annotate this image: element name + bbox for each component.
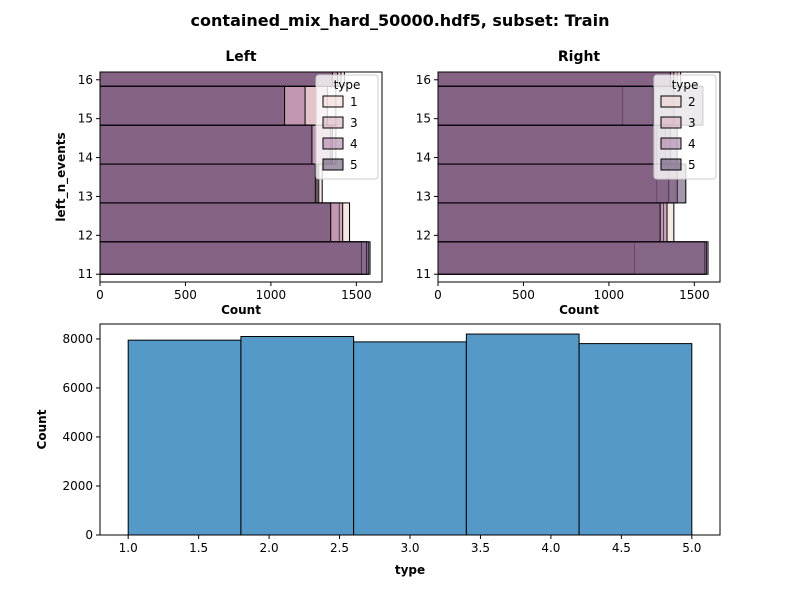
type-xlabel: type [395,563,425,577]
left-xtick-label: 1500 [341,288,372,302]
type-xtick-label: 2.0 [260,541,279,555]
left-bar-series5-bin1 [100,241,371,275]
left-legend: type 1 3 4 5 [315,74,379,180]
left-legend-swatch [322,158,344,171]
left-xtick-label: 0 [96,288,104,302]
right-xlabel: Count [559,303,599,317]
type-xtick-label: 3.0 [400,541,419,555]
left-bar-series5-bin6 [100,72,333,87]
left-xlabel: Count [221,303,261,317]
right-bar-series5-bin2 [438,202,661,243]
right-ytick-label: 12 [416,228,431,242]
right-legend: type 2 3 4 5 [653,74,717,180]
type-bar-bin3 [353,341,467,536]
right-bars [438,72,709,275]
right-frame [437,71,721,283]
left-title: Left [225,49,257,65]
right-legend-label: 3 [688,116,696,130]
type-ytick-label: 6000 [62,381,93,395]
right-legend-swatch [660,116,682,129]
left-legend-swatch [322,137,344,150]
type-ytick-label: 4000 [62,430,93,444]
left-legend-title: type [334,78,361,92]
right-bar-series5-bin1 [438,241,707,275]
left-histogram: 0 500 1000 1500111213141516LeftCountleft_n_… [54,49,383,317]
left-bar-series5-bin2 [100,202,332,243]
left-bars [100,72,371,275]
type-xtick-label: 4.0 [541,541,560,555]
left-legend-swatch [322,95,344,108]
type-xtick-label: 3.5 [471,541,490,555]
right-xtick-label: 500 [512,288,535,302]
right-ytick-label: 14 [416,151,431,165]
right-bar-series5-bin3 [438,163,687,204]
type-xtick-label: 1.5 [189,541,208,555]
left-ytick-label: 11 [78,267,93,281]
type-xtick-label: 2.5 [330,541,349,555]
right-legend-label: 5 [688,158,696,172]
left-ytick-label: 12 [78,228,93,242]
type-ytick-label: 0 [85,528,93,542]
type-bar-bin4 [465,333,580,536]
right-ytick-label: 16 [416,73,431,87]
type-histogram: 1.0 1.5 2.0 2.5 3.0 3.5 4.0 4.5 5.0 0 2000 4000 6000… [35,323,721,577]
left-ylabel: left_n_events [54,132,69,221]
right-title: Right [558,49,601,65]
left-ytick-label: 15 [78,112,93,126]
right-ytick-label: 13 [416,189,431,203]
right-legend-swatch [660,95,682,108]
left-legend-label: 4 [350,137,358,151]
left-legend-label: 1 [350,95,358,109]
left-legend-label: 5 [350,158,358,172]
type-bar-bin5 [578,343,693,536]
type-bar-bin1 [127,339,242,536]
left-ytick-label: 16 [78,73,93,87]
right-legend-swatch [660,137,682,150]
type-ytick-label: 2000 [62,479,93,493]
right-legend-label: 2 [688,95,696,109]
right-bar-series5-bin6 [438,72,671,87]
right-histogram: 0 500 1000 1500 11 12 13 14 15 16 Right Count type 2 3… [416,49,721,317]
left-ytick-label: 13 [78,189,93,203]
figure-title: contained_mix_hard_50000.hdf5, subset: T… [191,11,610,30]
type-xtick-label: 4.5 [612,541,631,555]
right-xtick-label: 1500 [679,288,710,302]
right-ytick-label: 15 [416,112,431,126]
type-bar-bin2 [240,335,355,536]
type-ylabel: Count [35,409,49,449]
left-legend-swatch [322,116,344,129]
left-legend-label: 3 [350,116,358,130]
left-bar-series5-bin3 [100,163,316,204]
left-bar-series5-bin4 [100,124,313,165]
left-frame [99,71,383,283]
right-legend-swatch [660,158,682,171]
type-xtick-label: 1.0 [119,541,138,555]
left-ytick-label: 14 [78,151,93,165]
right-bar-series5-bin4 [438,124,678,165]
right-legend-title: type [672,78,699,92]
left-bar-series5-bin5 [100,85,286,126]
type-xtick-label: 5.0 [682,541,701,555]
left-xtick-label: 1000 [256,288,287,302]
left-xtick-label: 500 [174,288,197,302]
type-ytick-label: 8000 [62,332,93,346]
right-legend-label: 4 [688,137,696,151]
right-ytick-label: 11 [416,267,431,281]
right-xtick-label: 1000 [594,288,625,302]
right-xtick-label: 0 [434,288,442,302]
